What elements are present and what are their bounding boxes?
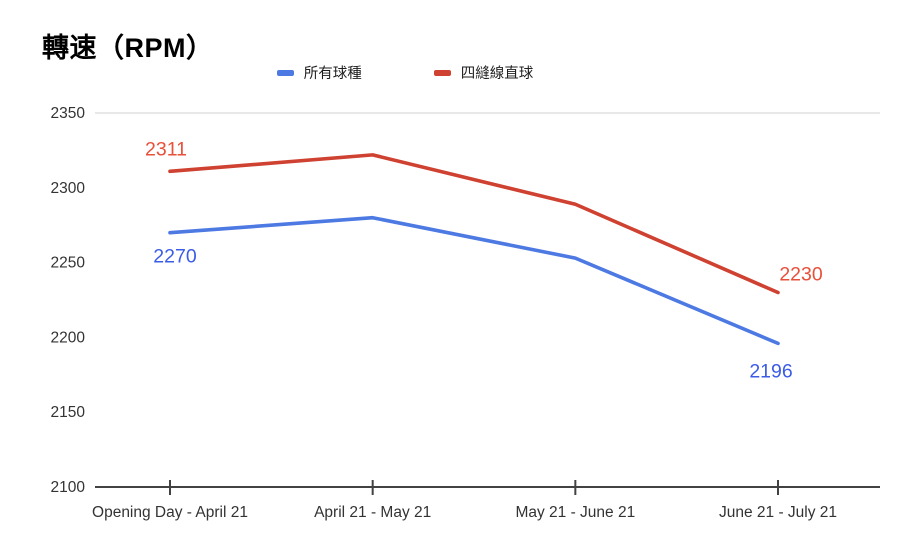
- series-line-1: [168, 153, 780, 295]
- x-axis-label: Opening Day - April 21: [92, 504, 248, 521]
- y-axis-label: 2150: [51, 404, 86, 421]
- series-line-0: [168, 215, 780, 346]
- legend-label-all-pitches: 所有球種: [303, 66, 362, 82]
- legend-marker-red: [433, 69, 451, 76]
- x-axis-label: May 21 - June 21: [515, 504, 635, 521]
- point-label-series-1: 2230: [779, 264, 823, 286]
- y-axis-label: 2200: [51, 329, 86, 346]
- legend-marker-blue: [276, 69, 294, 76]
- y-axis-label: 2300: [51, 180, 86, 197]
- point-label-series-1: 2311: [145, 138, 187, 160]
- legend-item-all-pitches: 所有球種: [276, 62, 362, 83]
- y-axis-label: 2250: [51, 255, 86, 272]
- chart-legend: 所有球種 四縫線直球: [0, 62, 810, 83]
- x-axis-label: June 21 - July 21: [719, 504, 837, 521]
- legend-item-four-seam: 四縫線直球: [433, 62, 534, 83]
- x-axis-label: April 21 - May 21: [314, 504, 431, 521]
- chart-title: 轉速（RPM）: [42, 33, 214, 63]
- point-label-series-0: 2270: [153, 246, 197, 268]
- y-axis-label: 2350: [51, 105, 86, 122]
- y-axis-label: 2100: [51, 479, 86, 496]
- legend-label-four-seam: 四縫線直球: [460, 66, 534, 82]
- point-label-series-0: 2196: [749, 360, 792, 382]
